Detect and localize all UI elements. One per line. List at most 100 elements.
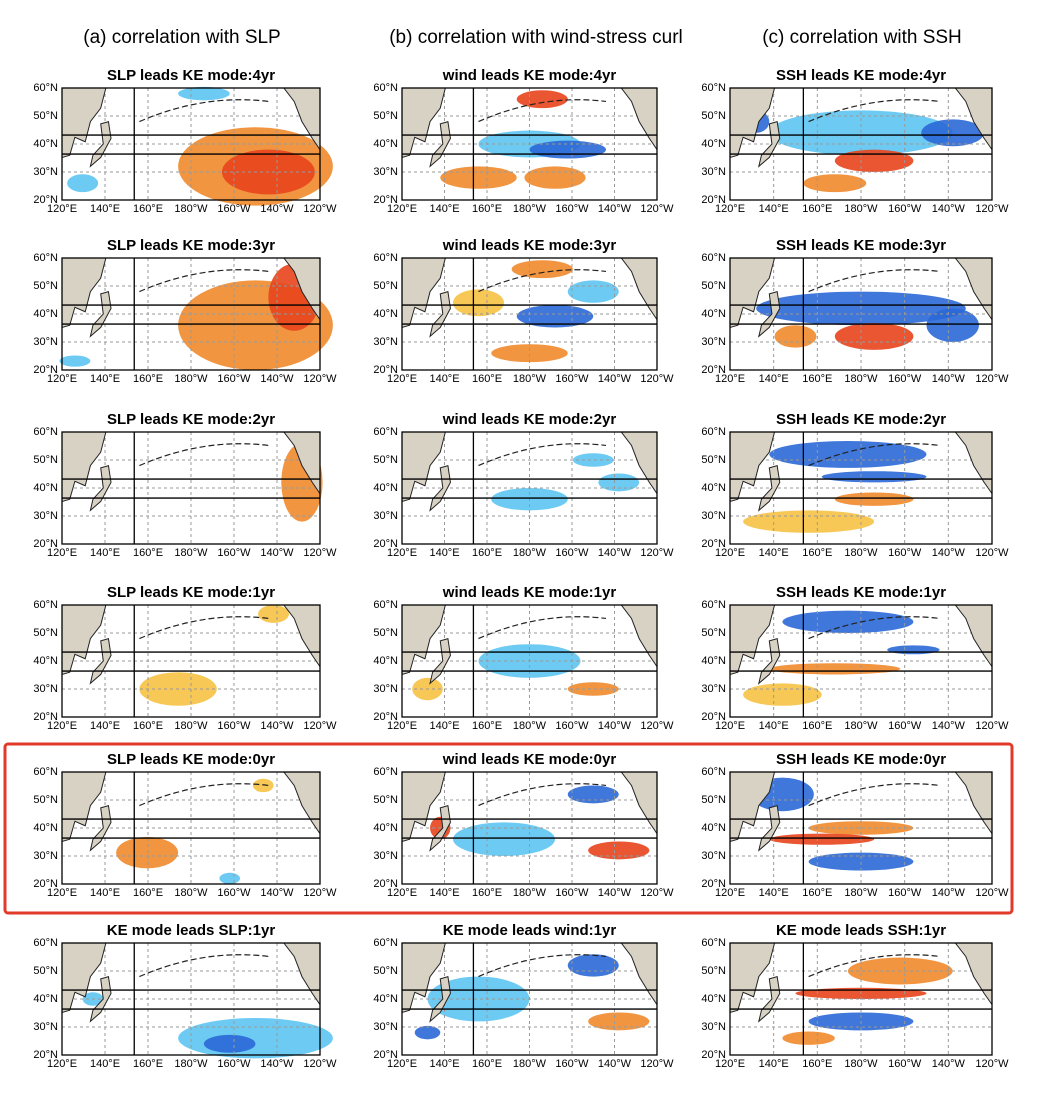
map-frame [61,257,321,371]
aleutian-arc [808,269,940,293]
lon-label: 140°E [759,1058,789,1070]
lat-label: 60°N [373,766,398,778]
lat-label: 40°N [33,138,58,150]
land [429,464,451,512]
correlation-region [782,610,914,633]
lon-label: 120°W [303,203,337,215]
lon-label: 160°E [133,373,163,385]
map-panel [401,87,658,201]
land [61,604,107,676]
lat-label: 40°N [373,138,398,150]
map-panel [729,942,993,1056]
map-frame [401,604,658,718]
correlation-region [258,605,290,623]
map-frame [729,431,993,545]
correlation-region [178,86,230,101]
aleutian-arc [478,269,607,293]
lat-label: 30°N [33,1021,58,1033]
lon-label: 180°W [844,373,878,385]
lon-label: 140°E [90,203,120,215]
lon-label: 120°W [640,1058,674,1070]
lon-label: 160°E [472,887,502,899]
map-frame [61,942,321,1056]
lon-label: 180°W [513,1058,547,1070]
land [757,290,781,338]
lon-label: 140°W [260,547,294,559]
land [61,431,107,503]
map-frame [61,431,321,545]
lon-label: 180°W [513,887,547,899]
lon-label: 160°W [888,547,922,559]
lon-label: 160°W [888,720,922,732]
correlation-region [743,510,875,533]
lat-label: 30°N [701,1021,726,1033]
aleutian-arc [808,443,940,467]
lat-label: 20°N [373,194,398,206]
lat-label: 60°N [33,426,58,438]
aleutian-arc [139,443,269,467]
map-frame [729,942,993,1056]
correlation-region [453,289,504,317]
map-panel [729,431,993,545]
lon-label: 160°W [217,1058,251,1070]
aleutian-arc [808,783,940,807]
correlation-region [491,344,568,363]
lon-label: 180°W [513,547,547,559]
land [729,257,776,329]
lon-label: 120°E [715,1058,745,1070]
panel-title: wind leads KE mode:0yr [442,751,617,768]
panel-title: SSH leads KE mode:3yr [776,237,946,254]
land [61,942,107,1014]
land [89,975,112,1023]
lon-label: 120°W [303,887,337,899]
lat-label: 60°N [373,252,398,264]
lat-label: 60°N [33,937,58,949]
lat-label: 50°N [33,794,58,806]
lat-label: 40°N [33,308,58,320]
lon-label: 160°W [888,1058,922,1070]
lon-label: 120°W [975,203,1009,215]
lat-label: 50°N [373,794,398,806]
lat-label: 50°N [373,627,398,639]
lat-label: 20°N [33,194,58,206]
lat-label: 60°N [373,426,398,438]
map-frame [61,771,321,885]
map-frame [401,431,658,545]
lon-label: 160°W [888,373,922,385]
lat-label: 60°N [373,82,398,94]
lon-label: 140°E [429,373,459,385]
lat-label: 30°N [373,510,398,522]
lat-label: 50°N [373,965,398,977]
map-panel [729,87,993,201]
land [429,804,451,852]
land [61,87,107,159]
highlight-box [3,742,1014,915]
lon-label: 120°W [975,373,1009,385]
lon-label: 140°E [429,1058,459,1070]
lat-label: 30°N [373,166,398,178]
lon-label: 120°W [640,720,674,732]
lon-label: 160°E [802,720,832,732]
correlation-region [567,280,619,303]
lon-label: 140°W [598,373,632,385]
lon-label: 160°W [217,887,251,899]
correlation-region [567,954,619,977]
land [401,257,446,329]
map-frame [401,942,658,1056]
lat-label: 30°N [701,166,726,178]
lat-label: 30°N [701,336,726,348]
correlation-region [774,325,817,348]
lon-label: 140°E [429,547,459,559]
lat-label: 60°N [373,599,398,611]
lon-label: 180°W [844,203,878,215]
lon-label: 120°E [47,203,77,215]
lon-label: 160°W [555,887,589,899]
lat-label: 50°N [701,454,726,466]
map-panel [401,431,658,545]
correlation-region [598,473,640,492]
panel-title: KE mode leads SLP:1yr [107,922,276,939]
lat-label: 30°N [701,510,726,522]
lon-label: 180°W [844,720,878,732]
lon-label: 140°W [932,1058,966,1070]
lon-label: 160°E [802,373,832,385]
